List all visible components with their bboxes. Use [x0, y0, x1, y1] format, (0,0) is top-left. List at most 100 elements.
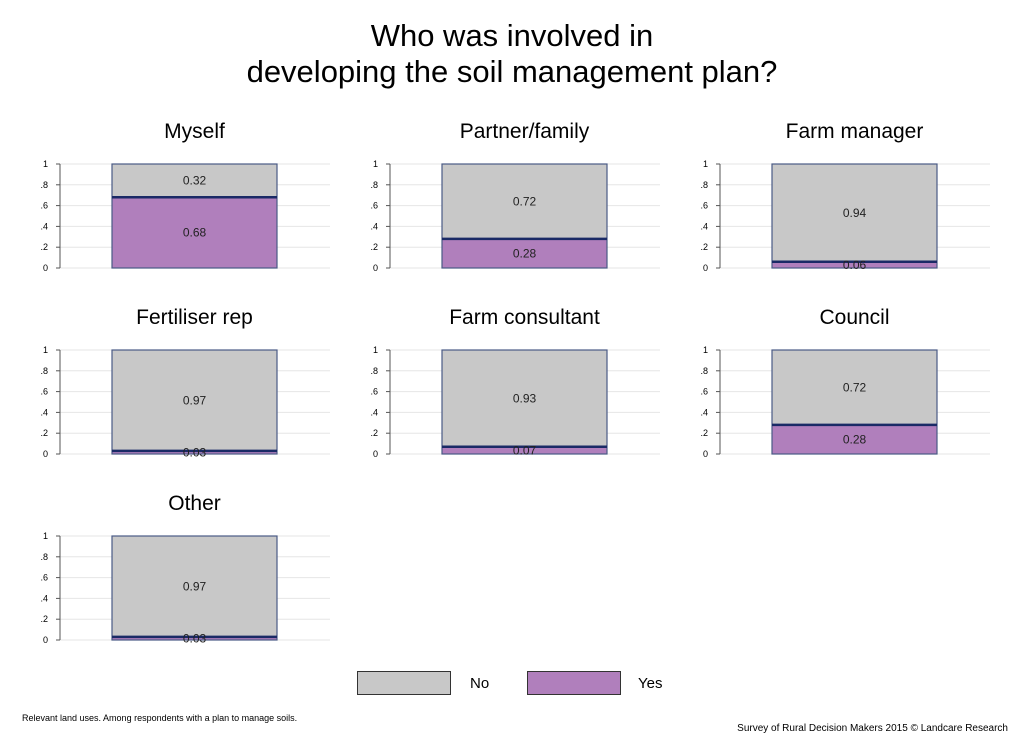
- y-tick-label: 1: [43, 345, 48, 355]
- y-tick-label: .4: [700, 407, 708, 417]
- bar-yes: [772, 424, 937, 454]
- y-tick-label: .6: [40, 387, 48, 397]
- bar-yes-label: 0.03: [183, 445, 207, 459]
- y-tick-label: 0: [43, 449, 48, 459]
- y-tick-label: 0: [43, 635, 48, 645]
- bar-no: [442, 164, 607, 239]
- panel-title: Council: [819, 306, 889, 329]
- panel-farm-consultant: Farm consultant 0 .2 .4 .6 .8 1 0.93 0.07: [370, 306, 660, 459]
- y-tick-label: .4: [370, 407, 378, 417]
- legend-yes-swatch: [527, 671, 621, 695]
- bar-yes: [112, 450, 277, 454]
- y-tick-label: .6: [40, 573, 48, 583]
- y-tick-label: .8: [370, 180, 378, 190]
- bar-no-label: 0.72: [513, 194, 537, 208]
- bar-no: [772, 350, 937, 425]
- bar-no-label: 0.32: [183, 174, 207, 188]
- footnote: Relevant land uses. Among respondents wi…: [22, 713, 298, 723]
- bar-yes: [772, 261, 937, 268]
- bar-no-label: 0.97: [183, 393, 207, 407]
- bar-outline: [111, 349, 278, 455]
- panel-title: Other: [168, 492, 221, 515]
- bar-yes: [442, 446, 607, 454]
- chart-title-line-1: Who was involved in: [370, 18, 654, 53]
- y-tick-label: .2: [40, 242, 48, 252]
- bar-yes-label: 0.28: [843, 432, 867, 446]
- y-tick-label: .6: [40, 201, 48, 211]
- panel-partner-family: Partner/family 0 .2 .4 .6 .8 1 0.72 0.28: [370, 120, 660, 273]
- panel-title: Farm consultant: [449, 306, 600, 329]
- y-tick-label: 1: [373, 345, 378, 355]
- panel-fertiliser-rep: Fertiliser rep 0 .2 .4 .6 .8 1 0.97 0.03: [40, 306, 330, 459]
- bar-no: [112, 350, 277, 451]
- y-tick-label: 1: [373, 159, 378, 169]
- y-tick-label: 1: [43, 531, 48, 541]
- y-tick-label: .4: [370, 221, 378, 231]
- y-tick-label: 0: [373, 263, 378, 273]
- bar-outline: [771, 163, 938, 269]
- bar-outline: [111, 535, 278, 641]
- y-tick-label: .4: [40, 593, 48, 603]
- panel-council: Council 0 .2 .4 .6 .8 1 0.72 0.28: [700, 306, 990, 459]
- panel-title: Partner/family: [460, 120, 590, 143]
- y-tick-label: .8: [700, 180, 708, 190]
- panel-other: Other 0 .2 .4 .6 .8 1 0.97 0.03: [40, 492, 330, 645]
- panel-title: Farm manager: [786, 120, 924, 143]
- y-tick-label: .4: [700, 221, 708, 231]
- y-tick-label: 1: [43, 159, 48, 169]
- bar-no-label: 0.93: [513, 391, 537, 405]
- bar-no-label: 0.94: [843, 206, 867, 220]
- y-tick-label: .6: [370, 387, 378, 397]
- y-tick-label: .8: [40, 180, 48, 190]
- y-tick-label: 0: [43, 263, 48, 273]
- bar-no: [442, 350, 607, 447]
- legend-no-label: No: [470, 675, 490, 692]
- bar-yes-label: 0.07: [513, 443, 537, 457]
- y-tick-label: .6: [700, 387, 708, 397]
- panel-title: Myself: [164, 120, 225, 143]
- bar-no: [772, 164, 937, 262]
- chart-title-line-2: developing the soil management plan?: [246, 54, 778, 89]
- y-tick-label: .2: [370, 242, 378, 252]
- bar-no: [112, 536, 277, 637]
- bar-no: [112, 164, 277, 198]
- y-tick-label: .6: [370, 201, 378, 211]
- chart-area: Myself 0 .2 .4 .6 .8 1 0.32 0.68 Partner/family 0.…: [40, 120, 990, 645]
- y-tick-label: .4: [40, 407, 48, 417]
- y-tick-label: .6: [700, 201, 708, 211]
- y-tick-label: .4: [40, 221, 48, 231]
- bar-outline: [771, 349, 938, 455]
- y-tick-label: .8: [370, 366, 378, 376]
- y-tick-label: 1: [703, 345, 708, 355]
- bar-yes-label: 0.03: [183, 631, 207, 645]
- bar-outline: [441, 349, 608, 455]
- bar-yes: [112, 197, 277, 268]
- bar-outline: [111, 163, 278, 269]
- bar-no-label: 0.97: [183, 579, 207, 593]
- legend-yes-label: Yes: [638, 675, 663, 692]
- y-tick-label: .2: [40, 614, 48, 624]
- bar-yes: [112, 636, 277, 640]
- panel-myself: Myself 0 .2 .4 .6 .8 1 0.32 0.68: [40, 120, 330, 273]
- bar-yes-label: 0.06: [843, 258, 867, 272]
- y-tick-label: .2: [370, 428, 378, 438]
- y-tick-label: 0: [373, 449, 378, 459]
- bar-yes: [442, 238, 607, 268]
- chart-title: Who was involved in developing the soil …: [0, 18, 1024, 90]
- y-tick-label: 0: [703, 449, 708, 459]
- y-tick-label: .8: [40, 366, 48, 376]
- y-tick-label: .2: [700, 242, 708, 252]
- bar-yes-label: 0.68: [183, 226, 207, 240]
- panel-farm-manager: Farm manager 0 .2 .4 .6 .8 1 0.94 0.06: [700, 120, 990, 273]
- bar-no-label: 0.72: [843, 380, 867, 394]
- y-tick-label: 1: [703, 159, 708, 169]
- bar-yes-label: 0.28: [513, 246, 537, 260]
- legend-no-swatch: [357, 671, 451, 695]
- y-tick-label: 0: [703, 263, 708, 273]
- panel-title: Fertiliser rep: [136, 306, 253, 329]
- source-credit: Survey of Rural Decision Makers 2015 © L…: [737, 723, 1008, 734]
- y-tick-label: .8: [700, 366, 708, 376]
- y-tick-label: .2: [40, 428, 48, 438]
- bar-outline: [441, 163, 608, 269]
- y-tick-label: .2: [700, 428, 708, 438]
